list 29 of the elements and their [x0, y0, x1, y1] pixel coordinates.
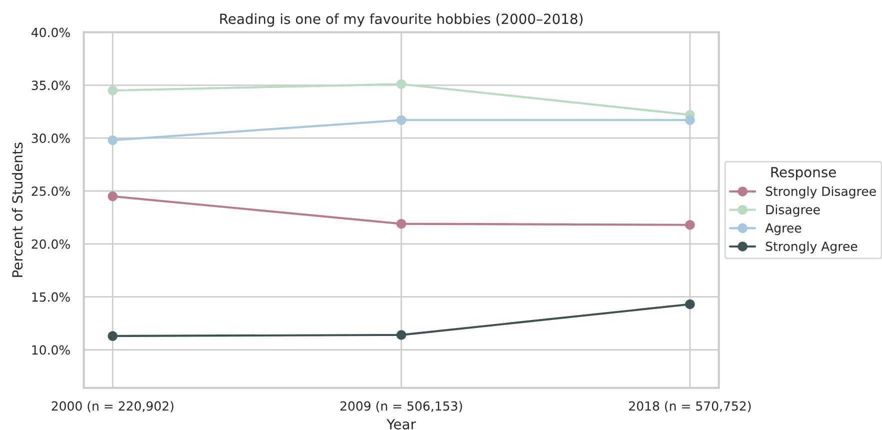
- y-axis-title: Percent of Students: [12, 142, 23, 277]
- point: [396, 115, 406, 125]
- point: [685, 299, 695, 310]
- y-tick-label: 25.0%: [32, 186, 70, 196]
- legend-label: Strongly Disagree: [766, 186, 876, 198]
- legend-label: Strongly Agree: [766, 241, 858, 254]
- point: [396, 218, 406, 229]
- y-tick-label: 35.0%: [32, 80, 70, 90]
- point: [685, 220, 695, 230]
- point: [108, 135, 118, 146]
- x-tick-label: 2000 (n = 220,902): [52, 401, 174, 412]
- point: [685, 115, 695, 125]
- legend-label: Disagree: [766, 204, 820, 217]
- point: [108, 331, 118, 341]
- y-tick-label: 20.0%: [32, 239, 70, 249]
- y-tick-label: 30.0%: [32, 134, 70, 144]
- chart-title: Reading is one of my favourite hobbies (2000–2018): [220, 13, 583, 27]
- y-tick-label: 10.0%: [32, 345, 70, 355]
- point: [108, 86, 118, 96]
- legend-label: Agree: [765, 223, 802, 236]
- x-tick-label: 2018 (n = 570,752): [629, 401, 751, 412]
- y-tick-label: 40.0%: [32, 28, 70, 38]
- point: [108, 191, 118, 202]
- x-tick-label: 2009 (n = 506,153): [340, 401, 462, 412]
- legend-title: Response: [771, 167, 836, 180]
- point: [396, 79, 406, 89]
- y-tick-label: 15.0%: [32, 292, 70, 302]
- point: [396, 330, 406, 340]
- x-axis-title: Year: [386, 419, 416, 430]
